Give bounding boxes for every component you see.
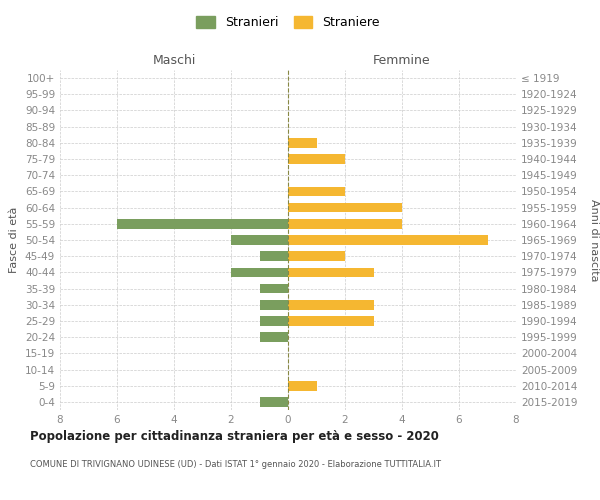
Text: Maschi: Maschi	[152, 54, 196, 67]
Bar	[288, 381, 317, 390]
Bar	[288, 203, 402, 212]
Bar	[288, 316, 373, 326]
Bar	[117, 219, 288, 228]
Legend: Stranieri, Straniere: Stranieri, Straniere	[191, 11, 385, 34]
Bar	[231, 268, 288, 277]
Bar	[288, 219, 402, 228]
Bar	[260, 332, 288, 342]
Text: Popolazione per cittadinanza straniera per età e sesso - 2020: Popolazione per cittadinanza straniera p…	[30, 430, 439, 443]
Bar	[288, 252, 345, 261]
Bar	[231, 235, 288, 245]
Bar	[260, 397, 288, 407]
Bar	[288, 268, 373, 277]
Bar	[260, 252, 288, 261]
Bar	[288, 235, 487, 245]
Bar	[288, 300, 373, 310]
Text: COMUNE DI TRIVIGNANO UDINESE (UD) - Dati ISTAT 1° gennaio 2020 - Elaborazione TU: COMUNE DI TRIVIGNANO UDINESE (UD) - Dati…	[30, 460, 441, 469]
Bar	[288, 138, 317, 147]
Bar	[288, 154, 345, 164]
Y-axis label: Anni di nascita: Anni di nascita	[589, 198, 599, 281]
Y-axis label: Fasce di età: Fasce di età	[10, 207, 19, 273]
Bar	[288, 186, 345, 196]
Bar	[260, 316, 288, 326]
Bar	[260, 284, 288, 294]
Text: Femmine: Femmine	[373, 54, 431, 67]
Bar	[260, 300, 288, 310]
